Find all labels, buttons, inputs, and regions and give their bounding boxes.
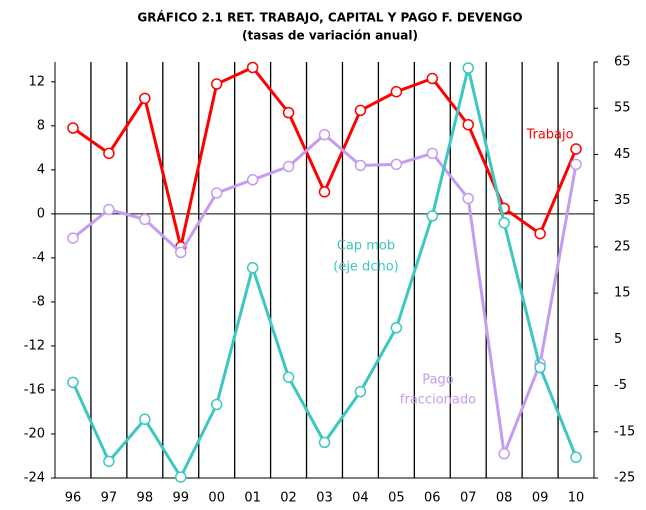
annotation: Cap mob (337, 239, 395, 254)
data-point (103, 147, 115, 160)
y2-tick-label: 5 (614, 332, 622, 347)
data-point (354, 104, 367, 117)
data-point (210, 398, 223, 411)
data-point (498, 217, 510, 229)
data-point (67, 232, 79, 244)
y2-tick-label: -15 (614, 424, 635, 439)
data-point (318, 436, 331, 449)
y-tick-label: 8 (37, 118, 45, 133)
data-point (462, 192, 474, 205)
data-point (103, 455, 115, 468)
y-tick-label: 4 (37, 162, 45, 177)
data-point (175, 471, 187, 483)
data-point (318, 128, 331, 141)
data-point (210, 78, 223, 90)
data-point (534, 361, 546, 374)
data-point (426, 72, 439, 85)
x-tick-label: 10 (568, 491, 585, 506)
y-tick-label: -8 (32, 294, 45, 309)
x-tick-label: 00 (208, 491, 225, 506)
data-point (462, 118, 474, 131)
data-point (67, 376, 79, 389)
data-point (354, 159, 367, 172)
data-point (390, 85, 403, 98)
x-tick-label: 01 (244, 491, 261, 506)
y2-tick-label: 25 (614, 239, 631, 254)
x-tick-label: 04 (352, 491, 369, 506)
x-tick-label: 08 (496, 491, 513, 506)
y2-tick-label: -25 (614, 471, 635, 486)
y2-tick-label: 55 (614, 101, 631, 116)
chart-subtitle: (tasas de variación anual) (242, 29, 418, 43)
data-point (210, 187, 223, 199)
data-point (139, 92, 151, 105)
data-point (426, 147, 439, 160)
data-point (498, 448, 510, 460)
y-tick-label: -4 (32, 250, 45, 265)
data-point (390, 322, 403, 334)
data-point (175, 246, 187, 259)
data-point (246, 61, 259, 74)
y-tick-label: -16 (24, 382, 45, 397)
y2-tick-label: 15 (614, 286, 631, 301)
x-tick-label: 97 (101, 491, 118, 506)
y2-tick-label: 45 (614, 147, 631, 162)
data-point (318, 186, 331, 198)
annotation: (eje dcho) (333, 260, 398, 275)
x-tick-label: 96 (65, 491, 82, 506)
data-point (426, 210, 439, 222)
x-tick-label: 09 (532, 491, 549, 506)
y-tick-label: 12 (28, 74, 45, 89)
data-point (570, 451, 582, 463)
data-point (246, 174, 259, 186)
x-tick-label: 02 (280, 491, 297, 506)
data-point (354, 385, 367, 398)
data-point (282, 371, 295, 383)
series-line (72, 132, 578, 460)
y2-tick-label: 35 (614, 193, 631, 208)
data-point (282, 106, 295, 119)
x-tick-label: 98 (137, 491, 154, 506)
data-point (570, 158, 582, 171)
y-tick-label: -24 (24, 471, 45, 486)
y2-tick-label: 65 (614, 55, 631, 70)
data-point (282, 160, 295, 173)
annotation: Pago (422, 373, 453, 388)
annotation: fraccionado (400, 393, 476, 408)
data-point (390, 158, 403, 171)
y-tick-label: 0 (37, 206, 45, 221)
data-point (570, 143, 582, 155)
data-point (139, 413, 151, 426)
x-tick-label: 03 (316, 491, 333, 506)
x-tick-label: 99 (172, 491, 189, 506)
y-tick-label: -12 (24, 338, 45, 353)
x-tick-label: 07 (460, 491, 477, 506)
x-tick-label: 05 (388, 491, 405, 506)
annotation: Trabajo (525, 128, 573, 143)
data-point (462, 62, 474, 74)
x-tick-label: 06 (424, 491, 441, 506)
data-point (103, 203, 115, 216)
data-point (534, 227, 546, 240)
y2-tick-label: -5 (614, 378, 627, 393)
data-point (139, 213, 151, 226)
data-point (246, 261, 259, 274)
y-tick-label: -20 (24, 426, 45, 441)
data-point (67, 122, 79, 134)
chart-title: GRÁFICO 2.1 RET. TRABAJO, CAPITAL Y PAGO… (137, 10, 522, 25)
